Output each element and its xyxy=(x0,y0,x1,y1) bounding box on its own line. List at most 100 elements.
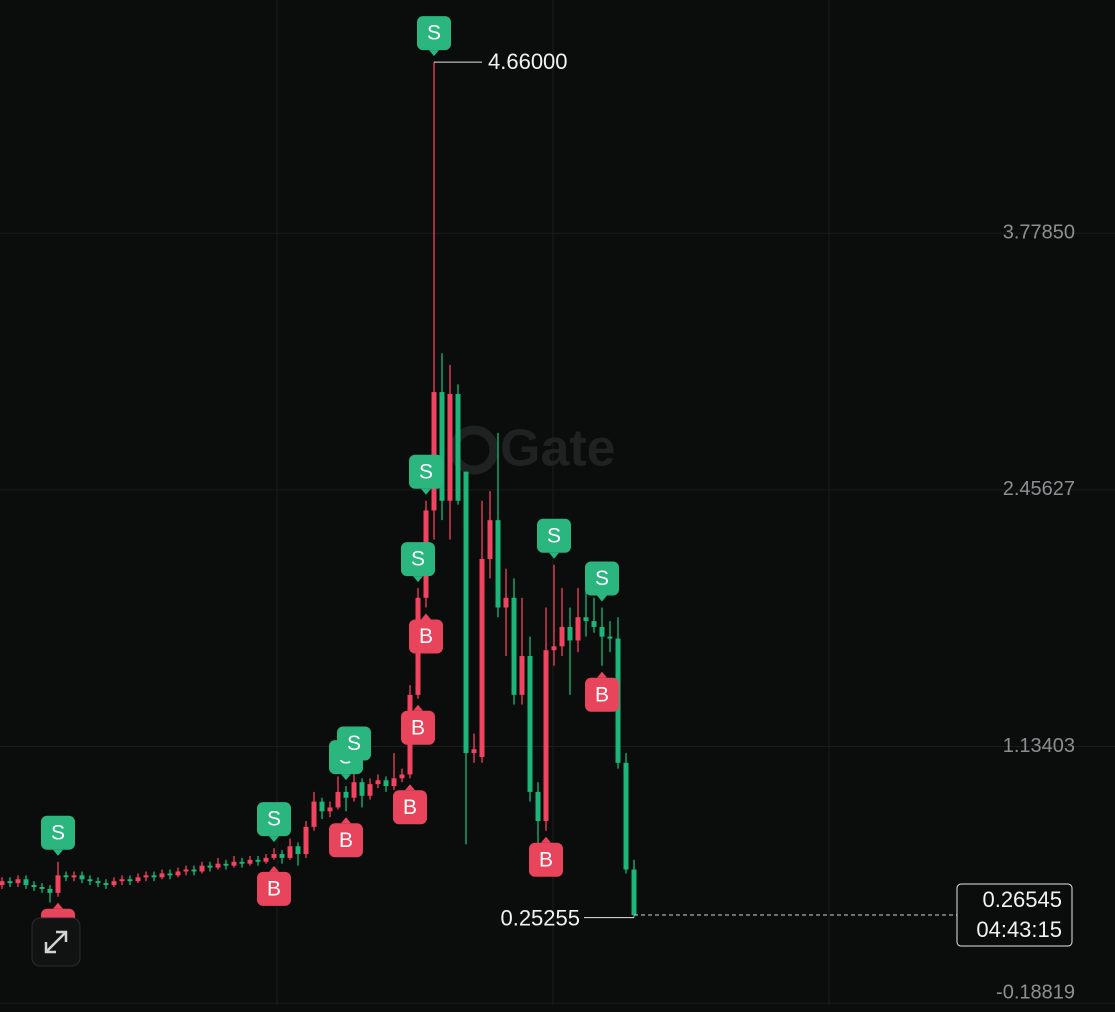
marker-pointer xyxy=(421,488,431,495)
y-tick-label: 2.45627 xyxy=(1003,478,1075,500)
marker-box xyxy=(257,871,291,906)
candle-body xyxy=(327,807,333,812)
low-label: 0.25255 xyxy=(500,905,580,930)
trade-marker: S xyxy=(401,542,435,583)
candle-body xyxy=(119,879,125,882)
candle-body xyxy=(383,780,389,787)
candle-body xyxy=(487,520,493,559)
candle-body xyxy=(167,873,173,876)
candle-body xyxy=(87,879,93,882)
marker-text: S xyxy=(547,524,561,547)
candle-body xyxy=(23,879,29,886)
y-tick-label: 1.13403 xyxy=(1003,735,1075,757)
candle-body xyxy=(271,854,277,858)
marker-box xyxy=(537,518,571,553)
trade-marker: S xyxy=(537,518,571,559)
candle-body xyxy=(0,881,5,886)
candle-body xyxy=(335,791,341,808)
candle-body xyxy=(231,861,237,866)
marker-pointer xyxy=(429,50,439,57)
marker-text: S xyxy=(427,22,441,45)
trade-marker: S xyxy=(337,726,371,767)
candle-body xyxy=(175,871,181,876)
expand-icon[interactable] xyxy=(44,930,68,954)
marker-pointer xyxy=(597,595,607,602)
marker-pointer xyxy=(269,865,279,872)
trade-marker: B xyxy=(257,865,291,906)
y-tick-label: 3.77850 xyxy=(1003,221,1075,243)
marker-pointer xyxy=(413,704,423,711)
candle-body xyxy=(583,617,589,622)
candle-body xyxy=(295,846,301,855)
marker-text: B xyxy=(539,848,553,871)
trade-marker: B xyxy=(409,613,443,654)
candle-body xyxy=(455,394,461,501)
trade-marker: S xyxy=(585,561,619,602)
candle-body xyxy=(551,646,557,651)
candle-body xyxy=(55,875,61,893)
candle-body xyxy=(399,774,405,779)
marker-box xyxy=(257,802,291,837)
marker-pointer xyxy=(53,849,63,856)
candle-body xyxy=(79,875,85,880)
candle-body xyxy=(15,879,21,884)
price-box xyxy=(956,883,1073,947)
candle-body xyxy=(607,636,613,639)
candle-body xyxy=(519,656,525,695)
candle-body xyxy=(191,869,197,872)
candle-body xyxy=(111,881,117,886)
candle-body xyxy=(591,621,597,627)
marker-text: B xyxy=(403,796,417,819)
candle-body xyxy=(543,650,549,822)
marker-box xyxy=(529,842,563,877)
marker-text: S xyxy=(411,548,425,571)
marker-box xyxy=(585,677,619,712)
candle-body xyxy=(367,784,373,796)
marker-pointer xyxy=(421,613,431,620)
candle-body xyxy=(207,865,213,868)
candle-body xyxy=(575,617,581,641)
marker-text: B xyxy=(267,877,281,900)
candle-body xyxy=(151,875,157,878)
marker-pointer xyxy=(53,902,63,909)
candle-body xyxy=(159,873,165,878)
candle-body xyxy=(311,801,317,827)
candle-body xyxy=(479,558,485,757)
candle-body xyxy=(351,782,357,798)
marker-box xyxy=(337,726,371,761)
candle-body xyxy=(199,865,205,872)
candle-body xyxy=(391,778,397,787)
trade-marker: S xyxy=(409,454,443,495)
candle-body xyxy=(319,801,325,812)
candle-body xyxy=(215,863,221,868)
candle-body xyxy=(495,520,501,608)
marker-text: S xyxy=(419,460,433,483)
marker-text: B xyxy=(419,625,433,648)
marker-box xyxy=(409,619,443,654)
candle-body xyxy=(39,887,45,889)
marker-pointer xyxy=(597,671,607,678)
trade-marker: B xyxy=(529,836,563,877)
candle-body xyxy=(623,762,629,870)
candle-body xyxy=(343,791,349,798)
candle-body xyxy=(239,861,245,864)
candle-body xyxy=(463,471,469,754)
marker-box xyxy=(329,823,363,858)
last-price: 0.26545 xyxy=(982,887,1062,912)
candle-body xyxy=(567,626,573,641)
marker-pointer xyxy=(549,552,559,559)
marker-text: B xyxy=(595,683,609,706)
marker-pointer xyxy=(541,836,551,843)
candle-body xyxy=(223,863,229,866)
candle-body xyxy=(71,875,77,878)
marker-box xyxy=(401,542,435,577)
expand-button[interactable] xyxy=(31,917,81,967)
y-tick-label: -0.18819 xyxy=(996,981,1075,1003)
candle-body xyxy=(527,656,533,792)
candle-body xyxy=(511,597,517,695)
candle-body xyxy=(599,626,605,637)
high-label: 4.66000 xyxy=(488,49,568,74)
marker-box xyxy=(585,561,619,596)
candle-body xyxy=(471,749,477,754)
trade-marker: S xyxy=(41,815,75,856)
